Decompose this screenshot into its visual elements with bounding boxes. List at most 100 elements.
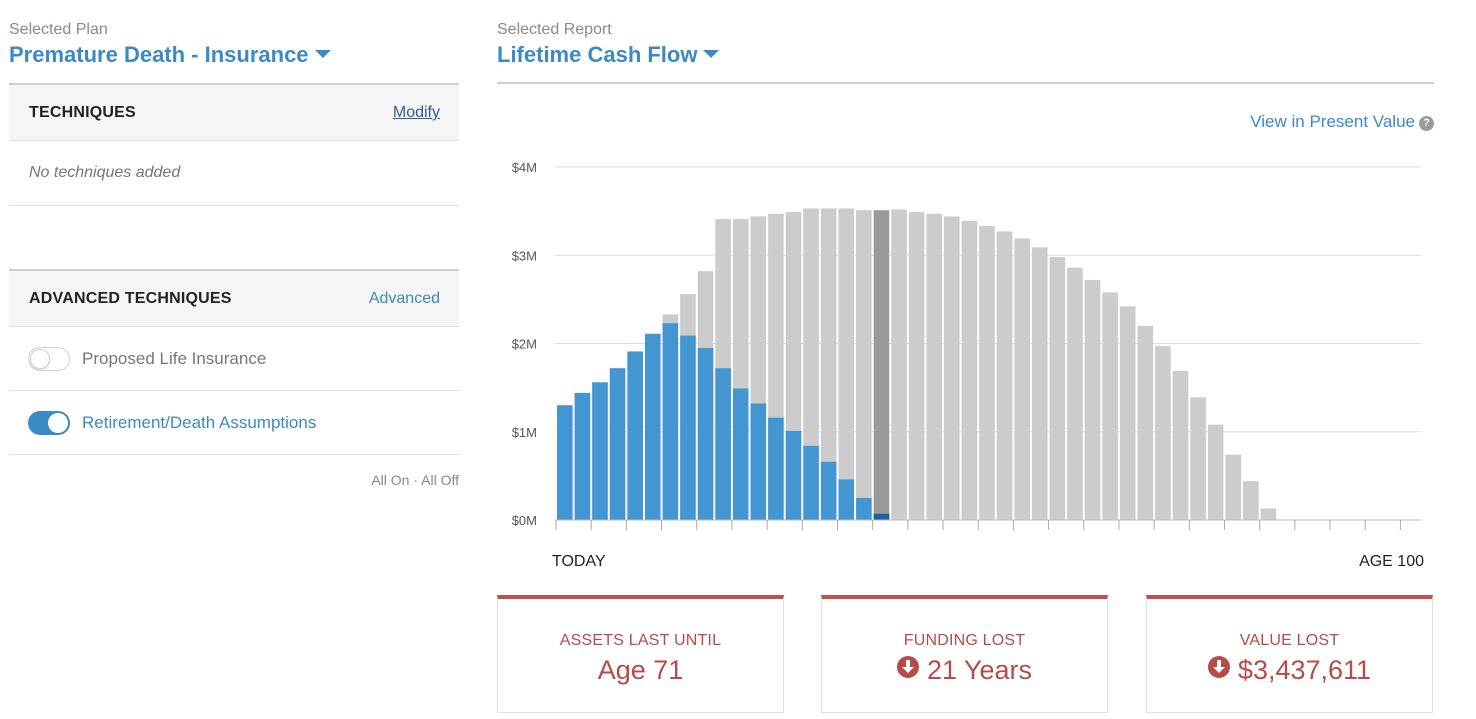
bar-projected[interactable] — [803, 208, 819, 520]
bar-with-premature-death[interactable] — [820, 461, 837, 520]
bar-with-premature-death[interactable] — [557, 405, 573, 520]
toggle-knob — [30, 349, 50, 369]
card-value: Age 71 — [498, 655, 783, 686]
selected-report-dropdown[interactable]: Lifetime Cash Flow — [497, 42, 720, 68]
advanced-link[interactable]: Advanced — [368, 290, 440, 307]
x-axis-start-label: TODAY — [552, 553, 606, 570]
bar-with-premature-death[interactable] — [609, 368, 626, 520]
y-tick-label: $2M — [512, 337, 537, 352]
bar-with-premature-death[interactable] — [750, 403, 767, 520]
bar-projected[interactable] — [1014, 238, 1030, 521]
bar-projected[interactable] — [1031, 247, 1048, 520]
separator-dot: · — [413, 472, 418, 488]
all-on-off-controls: All On · All Off — [371, 472, 459, 488]
present-value-link[interactable]: View in Present Value? — [1250, 112, 1434, 132]
bar-projected[interactable] — [944, 216, 960, 521]
lifetime-cash-flow-chart: $0M $1M $2M $3M $4M — [512, 160, 1421, 530]
all-on-link[interactable]: All On — [371, 472, 410, 488]
bar-projected[interactable] — [1243, 481, 1259, 520]
bar-projected[interactable] — [891, 209, 907, 521]
bar-with-premature-death[interactable] — [662, 323, 679, 520]
selected-plan-value: Premature Death - Insurance — [9, 42, 309, 67]
bar-projected[interactable] — [1172, 370, 1189, 520]
bar-projected[interactable] — [856, 210, 872, 520]
assets-last-until-card: ASSETS LAST UNTIL Age 71 — [497, 595, 784, 713]
bar-projected[interactable] — [873, 210, 890, 520]
bar-with-premature-death[interactable] — [856, 497, 872, 520]
caret-down-icon — [314, 50, 331, 59]
bar-projected[interactable] — [1084, 279, 1101, 520]
modify-link[interactable]: Modify — [392, 104, 440, 121]
advanced-techniques-title: ADVANCED TECHNIQUES — [29, 290, 232, 307]
card-value: 21 Years — [822, 655, 1107, 686]
card-label: FUNDING LOST — [903, 632, 1026, 649]
bar-with-premature-death[interactable] — [715, 368, 731, 520]
x-axis-end-label: AGE 100 — [1359, 553, 1424, 570]
value-lost-card: VALUE LOST $3,437,611 — [1146, 595, 1433, 713]
bar-with-premature-death[interactable] — [768, 417, 784, 520]
y-tick-label: $4M — [512, 160, 537, 175]
bar-projected[interactable] — [1137, 325, 1154, 520]
help-icon[interactable]: ? — [1419, 116, 1434, 131]
bar-with-premature-death[interactable] — [803, 445, 819, 520]
no-techniques-text: No techniques added — [29, 164, 181, 181]
card-value-text: $3,437,611 — [1237, 655, 1372, 685]
divider — [497, 82, 1434, 84]
card-value-text: Age 71 — [597, 655, 684, 685]
toggle-row-retirement-death-assumptions: Retirement/Death Assumptions — [9, 392, 459, 455]
selected-report-label: Selected Report — [497, 21, 612, 38]
bar-projected[interactable] — [1155, 346, 1171, 520]
caret-down-icon — [703, 50, 720, 59]
bar-projected[interactable] — [1207, 424, 1224, 520]
advanced-techniques-header: ADVANCED TECHNIQUES Advanced — [9, 269, 459, 327]
toggle-row-proposed-life-insurance: Proposed Life Insurance — [9, 328, 459, 391]
all-off-link[interactable]: All Off — [421, 472, 459, 488]
retirement-death-assumptions-toggle[interactable] — [28, 411, 70, 435]
card-label: ASSETS LAST UNTIL — [559, 632, 722, 649]
bar-projected[interactable] — [1190, 397, 1206, 520]
arrow-circle-down-icon — [896, 656, 919, 678]
bar-projected[interactable] — [908, 212, 925, 520]
proposed-life-insurance-label[interactable]: Proposed Life Insurance — [82, 349, 267, 368]
bar-with-premature-death[interactable] — [592, 382, 608, 520]
bar-projected[interactable] — [979, 226, 995, 520]
toggle-knob — [48, 413, 68, 433]
techniques-header: TECHNIQUES Modify — [9, 83, 459, 141]
bar-projected[interactable] — [1102, 292, 1118, 520]
bar-with-premature-death[interactable] — [680, 335, 696, 520]
card-value-text: 21 Years — [926, 655, 1033, 685]
bar-with-premature-death[interactable] — [732, 388, 749, 520]
chart-bars — [557, 208, 1277, 521]
bar-with-premature-death[interactable] — [574, 392, 591, 520]
bar-with-premature-death[interactable] — [644, 333, 661, 520]
retirement-death-assumptions-label[interactable]: Retirement/Death Assumptions — [82, 413, 317, 432]
techniques-empty-row: No techniques added — [9, 142, 459, 206]
bar-with-premature-death[interactable] — [627, 351, 643, 520]
proposed-life-insurance-toggle[interactable] — [28, 347, 70, 371]
bar-with-premature-death[interactable] — [785, 430, 802, 520]
bar-projected[interactable] — [1119, 306, 1136, 520]
card-label: VALUE LOST — [1239, 632, 1340, 649]
bar-projected[interactable] — [1225, 454, 1242, 520]
chart-x-axis — [555, 519, 1421, 530]
bar-projected[interactable] — [838, 208, 855, 520]
bar-with-premature-death[interactable] — [697, 347, 714, 520]
bar-projected[interactable] — [820, 208, 837, 520]
selected-plan-label: Selected Plan — [9, 21, 108, 38]
bar-projected[interactable] — [1260, 508, 1277, 520]
y-tick-label: $1M — [512, 425, 537, 440]
bar-projected[interactable] — [1049, 257, 1066, 520]
bar-projected[interactable] — [961, 220, 978, 520]
card-value: $3,437,611 — [1147, 655, 1432, 686]
selected-report-value: Lifetime Cash Flow — [497, 42, 698, 67]
bar-projected[interactable] — [926, 213, 943, 520]
bar-projected[interactable] — [1067, 267, 1083, 520]
funding-lost-card: FUNDING LOST 21 Years — [821, 595, 1108, 713]
techniques-title: TECHNIQUES — [29, 104, 136, 121]
bar-projected[interactable] — [996, 231, 1013, 521]
bar-with-premature-death[interactable] — [838, 479, 855, 520]
arrow-circle-down-icon — [1207, 656, 1230, 678]
y-tick-label: $3M — [512, 248, 537, 263]
selected-plan-dropdown[interactable]: Premature Death - Insurance — [9, 42, 331, 68]
bar-with-premature-death[interactable] — [873, 513, 890, 520]
